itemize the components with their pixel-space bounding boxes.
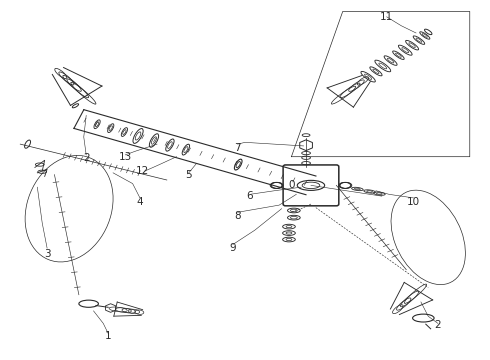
Text: 12: 12 xyxy=(136,166,149,176)
Text: 3: 3 xyxy=(44,248,50,258)
Text: 5: 5 xyxy=(186,170,192,180)
Text: 0: 0 xyxy=(288,180,294,190)
Text: 13: 13 xyxy=(119,152,132,162)
Text: 2: 2 xyxy=(435,320,441,330)
Text: 2: 2 xyxy=(83,153,90,163)
Text: 6: 6 xyxy=(246,191,253,201)
Text: 7: 7 xyxy=(234,143,241,153)
Text: 10: 10 xyxy=(407,197,420,207)
Text: 8: 8 xyxy=(234,211,241,221)
Text: 4: 4 xyxy=(137,197,143,207)
Text: 11: 11 xyxy=(380,12,393,22)
Text: 9: 9 xyxy=(229,243,236,253)
Text: 1: 1 xyxy=(105,331,112,341)
